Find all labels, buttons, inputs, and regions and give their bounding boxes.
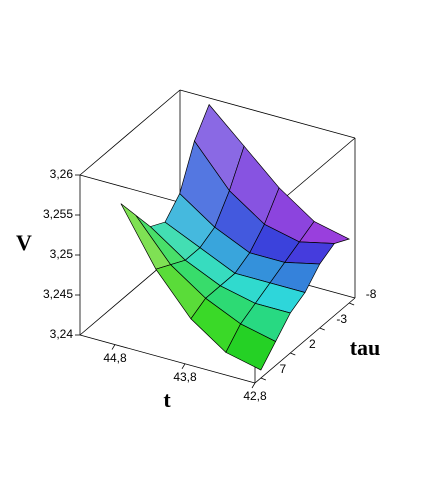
x-axis-label: t	[163, 387, 171, 412]
z-tick-label: 3,245	[43, 287, 73, 301]
z-tick-label: 3,25	[50, 247, 74, 261]
z-axis-label: V	[16, 230, 32, 255]
z-tick-label: 3,24	[50, 327, 74, 341]
z-tick-label: 3,255	[43, 207, 73, 221]
y-tick	[260, 377, 267, 381]
box-edge	[179, 89, 356, 139]
y-tick-label: 7	[280, 362, 287, 376]
x-tick-label: 44,8	[103, 351, 127, 365]
y-tick	[348, 302, 355, 306]
box-edge	[79, 89, 181, 176]
z-tick-label: 3,26	[50, 167, 74, 181]
x-tick	[111, 344, 116, 350]
y-tick	[319, 327, 325, 331]
y-tick-label: -3	[336, 312, 347, 326]
box-edge	[79, 334, 256, 384]
box-edge	[254, 297, 356, 384]
y-tick-label: -8	[366, 287, 377, 301]
y-tick	[290, 352, 296, 356]
surface-patch	[225, 323, 277, 371]
y-tick-label: 2	[309, 337, 316, 351]
x-tick	[251, 382, 256, 389]
x-tick-label: 43,8	[173, 370, 197, 384]
x-tick	[181, 363, 186, 370]
x-tick-label: 42,8	[243, 389, 267, 403]
y-axis-label: tau	[350, 335, 381, 360]
